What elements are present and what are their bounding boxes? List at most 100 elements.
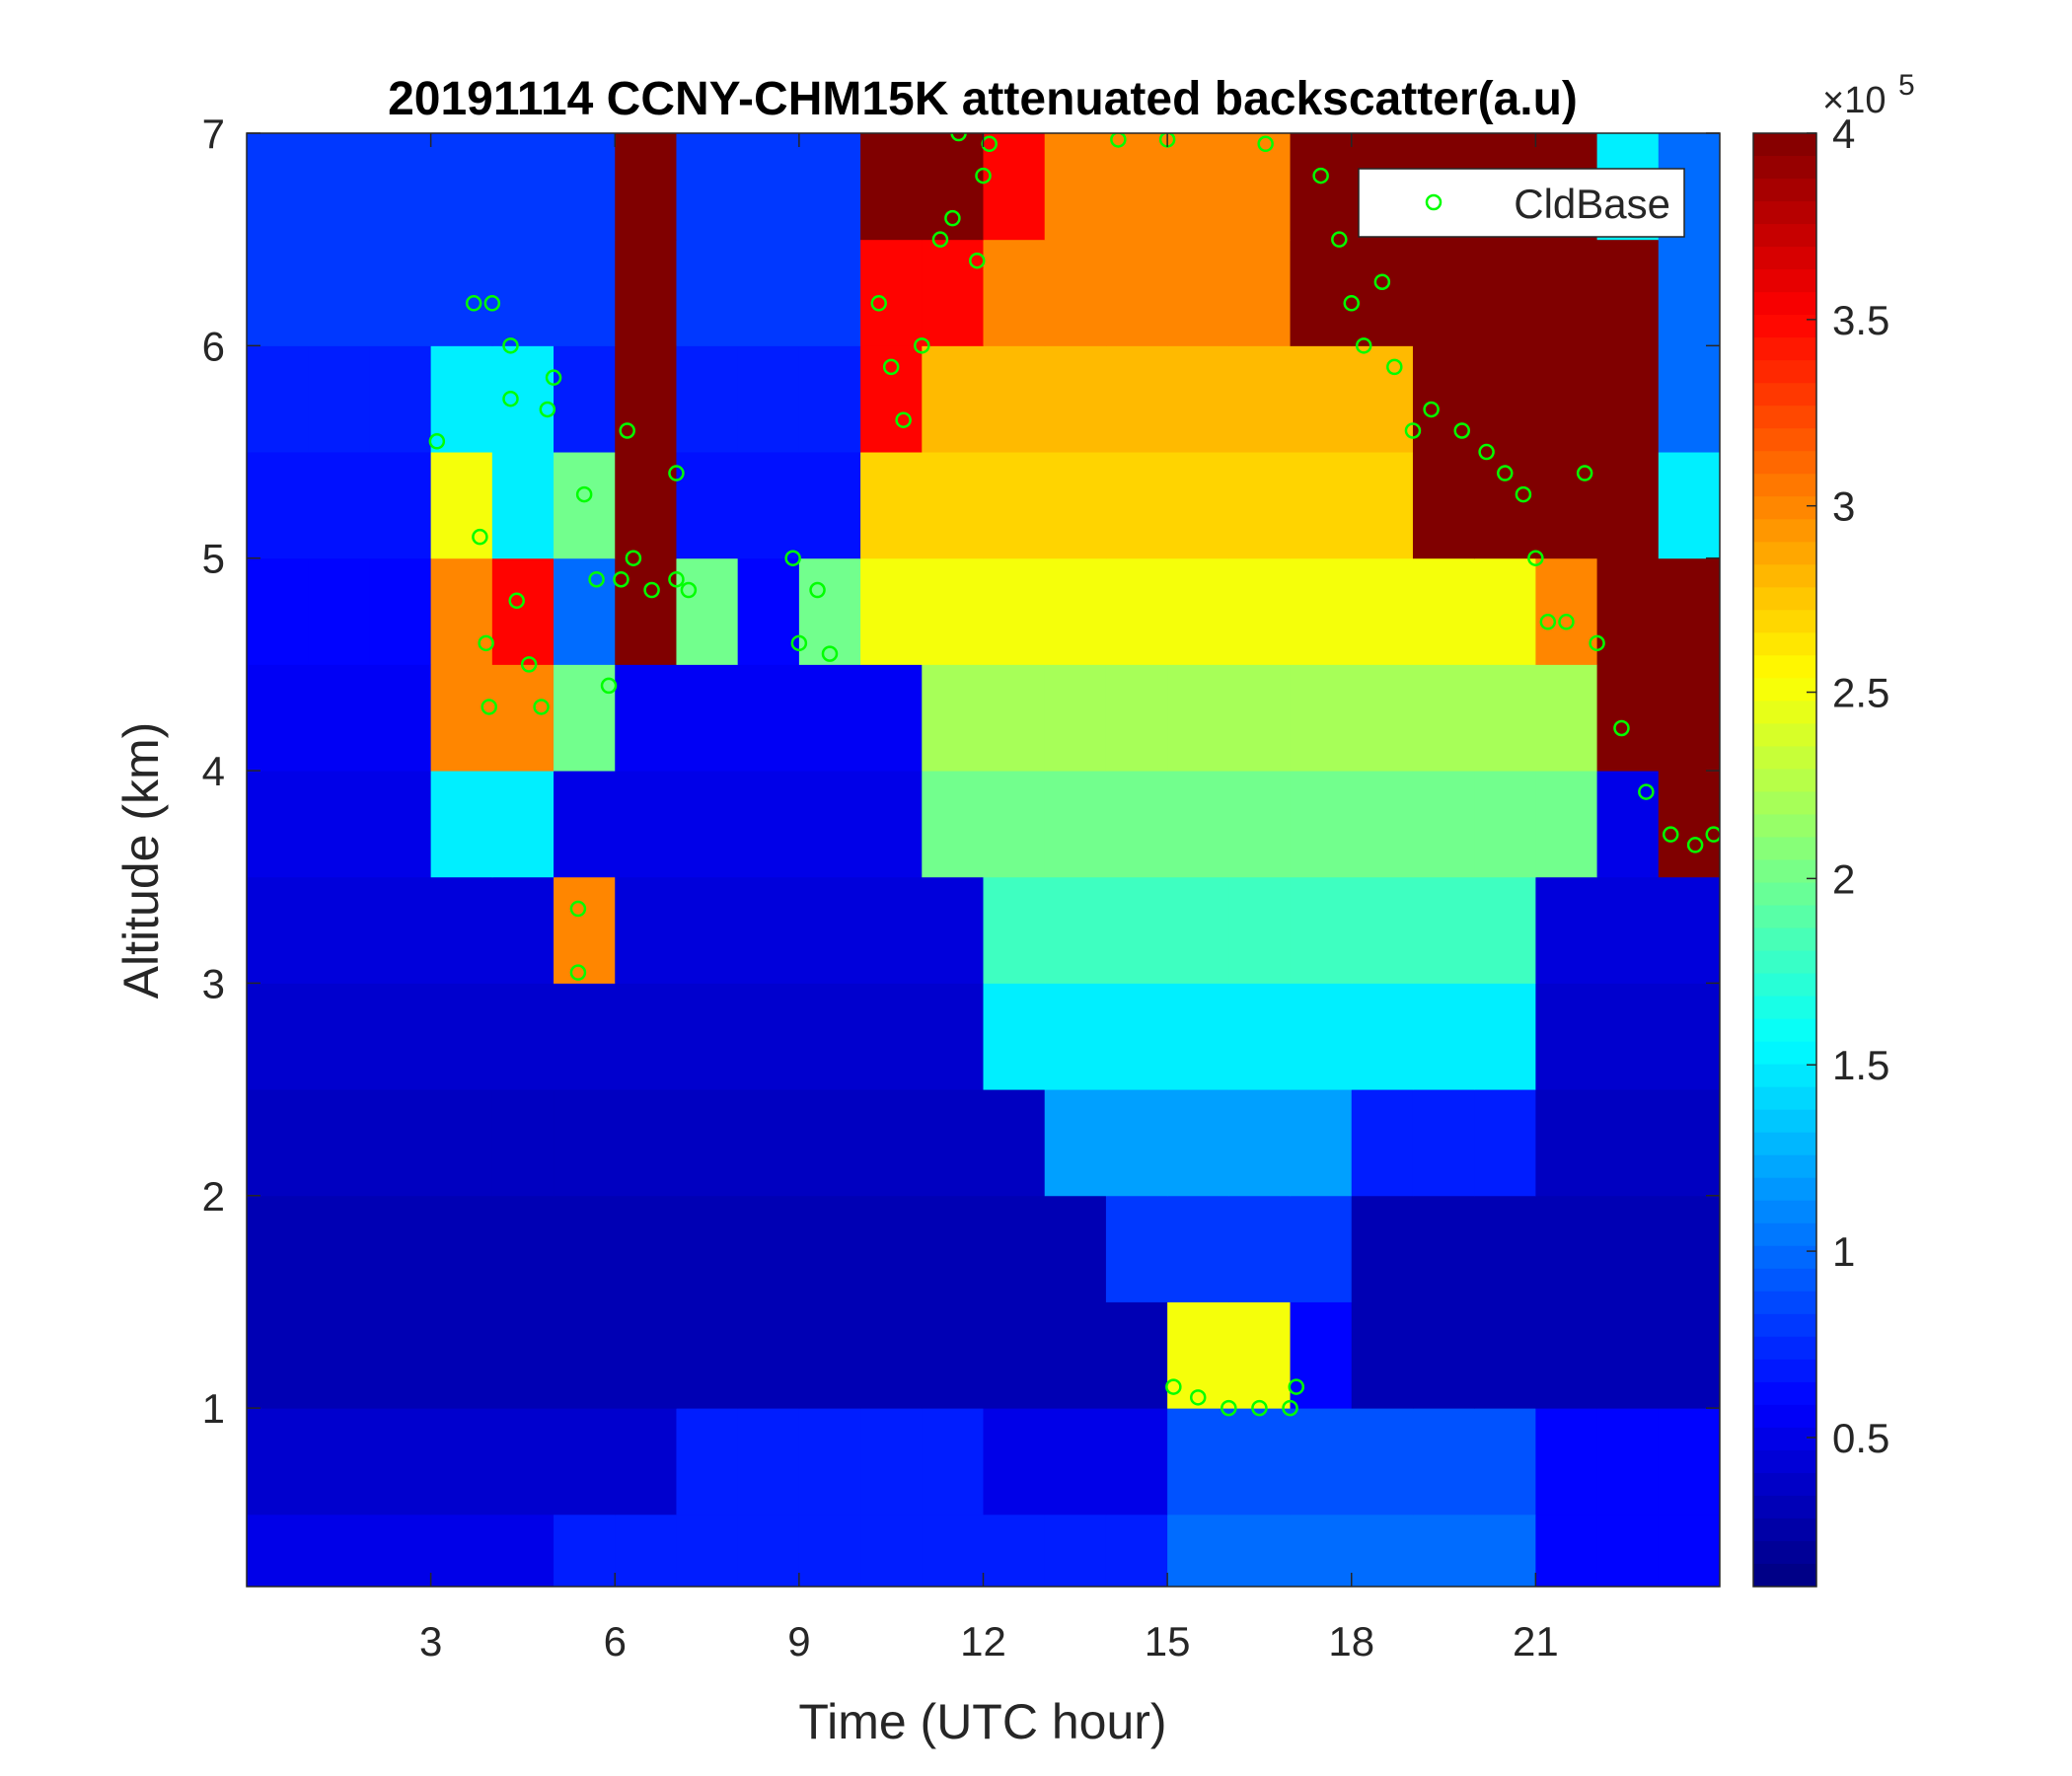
heatmap-cell [1228,1408,1292,1516]
heatmap-cell [798,1195,861,1302]
heatmap-cell [247,771,309,878]
colorbar-band [1753,882,1816,907]
heatmap-cell [1228,1089,1292,1197]
colorbar-band [1753,1359,1816,1383]
heatmap-cell [860,1089,923,1197]
heatmap-cell [1290,1089,1353,1197]
colorbar-tick-label: 4 [1832,111,1855,157]
heatmap-cell [737,1195,800,1302]
heatmap-cell [308,771,370,878]
heatmap-cell [922,1408,984,1516]
heatmap-cell [1535,345,1598,453]
heatmap-cell [1535,1514,1598,1587]
heatmap-cell [922,557,984,665]
cloud-base-marker [914,337,930,354]
colorbar-band [1753,1517,1816,1542]
cloud-base-marker [1355,337,1372,354]
heatmap-cell [491,239,555,346]
colorbar-band [1753,1222,1816,1247]
heatmap-cell [1105,1301,1168,1409]
heatmap-cell [983,664,1046,772]
heatmap-cell [860,876,923,984]
heatmap-cell [308,239,370,346]
cloud-base-marker [478,634,494,652]
colorbar-band [1753,496,1816,520]
heatmap-cell [1351,557,1414,665]
heatmap-cell [922,876,984,984]
colorbar-band [1753,315,1816,338]
x-tick-label: 6 [604,1618,627,1665]
colorbar-band [1753,224,1816,248]
x-tick-label: 15 [1145,1618,1191,1665]
heatmap-cell [1351,1301,1414,1409]
heatmap-cell [983,345,1046,453]
heatmap-cell [1658,1195,1720,1302]
cloud-base-marker [1558,614,1575,630]
colorbar-band [1753,519,1816,543]
heatmap-cell [860,452,923,559]
heatmap-cell [983,557,1046,665]
cloud-base-marker [1331,231,1348,248]
cloud-base-marker [1343,295,1360,312]
heatmap-cell [922,983,984,1090]
heatmap-cell [1658,983,1720,1090]
colorbar-band [1753,996,1816,1020]
cloud-base-marker [1638,783,1655,800]
heatmap-cell [1412,557,1475,665]
heatmap-cell [430,771,493,878]
chart-title: 20191114 CCNY-CHM15K attenuated backscat… [388,73,1578,125]
heatmap-cell [430,239,493,346]
heatmap-cell [1412,452,1475,559]
cloud-base-marker [1662,826,1679,843]
colorbar-band [1753,406,1816,429]
heatmap-cell [1474,557,1536,665]
cloud-base-marker [1613,719,1630,737]
colorbar-band [1753,1268,1816,1293]
axes: 3 6 9 12 15 18 2112345670.511.522.533.54CldBas… [202,111,1890,1665]
heatmap-cell [737,983,800,1090]
heatmap-cell [491,876,555,984]
heatmap-cell [676,1195,739,1302]
colorbar-band [1753,837,1816,860]
heatmap-cell [430,1089,493,1197]
heatmap-cell [676,1301,739,1409]
heatmap-cell [737,345,800,453]
heatmap-cell [798,239,861,346]
heatmap-cell [491,1408,555,1516]
heatmap-cell [676,133,739,241]
heatmap-cell [1535,1408,1598,1516]
cloud-base-marker [613,570,629,588]
heatmap-cell [491,664,555,772]
heatmap-cell [1658,771,1720,878]
heatmap-cell [430,983,493,1090]
heatmap-cell [1474,1514,1536,1587]
colorbar-band [1753,542,1816,565]
heatmap-cell [615,1301,677,1409]
heatmap-cell [1474,983,1536,1090]
heatmap-cell [860,983,923,1090]
heatmap-cell [615,1195,677,1302]
heatmap-cell [430,876,493,984]
heatmap-cell [798,876,861,984]
heatmap-cell [430,133,493,241]
heatmap-cell [308,1514,370,1587]
cloud-base-marker [600,677,618,695]
heatmap-cell [1228,239,1292,346]
legend-label: CldBase [1514,181,1670,227]
heatmap-cell [369,345,432,453]
x-tick-label: 18 [1328,1618,1374,1665]
heatmap-cell [1228,771,1292,878]
heatmap-cell [554,1195,616,1302]
heatmap-cell [430,1514,493,1587]
heatmap-cell [247,239,309,346]
colorbar-multiplier: ×10 [1822,80,1886,121]
cloud-base-marker [668,570,685,588]
colorbar-band [1753,360,1816,384]
heatmap-cell [1535,239,1598,346]
heatmap-cell [983,1514,1046,1587]
colorbar-band [1753,247,1816,270]
colorbar-band [1753,678,1816,702]
heatmap-cell [983,452,1046,559]
heatmap-cell [676,664,739,772]
